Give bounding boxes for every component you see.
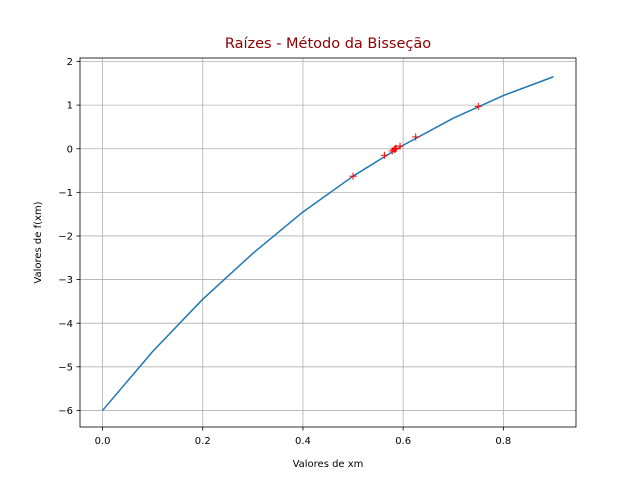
- x-tick-label: 0.2: [195, 436, 211, 447]
- y-tick-label: 0: [67, 144, 73, 155]
- y-axis-label: Valores de f(xm): [33, 201, 44, 283]
- midpoint-marker: [474, 102, 482, 110]
- midpoint-marker: [396, 142, 404, 150]
- x-axis-label: Valores de xm: [293, 459, 364, 470]
- midpoint-marker: [380, 151, 388, 159]
- y-tick-label: −5: [58, 362, 73, 373]
- grid: [80, 58, 576, 427]
- x-tick-label: 0.8: [495, 436, 511, 447]
- midpoint-marker: [412, 133, 420, 141]
- x-tick-label: 0.6: [395, 436, 411, 447]
- x-tick-label: 0.4: [295, 436, 311, 447]
- chart-title: Raízes - Método da Bisseção: [225, 36, 431, 52]
- y-tick-label: −4: [58, 319, 73, 330]
- midpoint-marker: [392, 145, 400, 153]
- series-layer: [101, 76, 554, 411]
- y-tick-label: −1: [58, 188, 73, 199]
- y-tick-label: −2: [58, 232, 73, 243]
- x-tick-label: 0.0: [95, 436, 111, 447]
- ticks: 0.0 0.2 0.4 0.6 0.8 −6 −5 −4 −3 −2 −1 0 1 2: [58, 57, 511, 447]
- y-tick-label: 1: [67, 101, 73, 112]
- y-tick-label: 2: [67, 57, 73, 68]
- midpoint-marker: [349, 172, 357, 180]
- y-tick-label: −6: [58, 406, 73, 417]
- midpoint-marker: [390, 146, 398, 154]
- y-tick-label: −3: [58, 275, 73, 286]
- plot-frame: [79, 57, 577, 428]
